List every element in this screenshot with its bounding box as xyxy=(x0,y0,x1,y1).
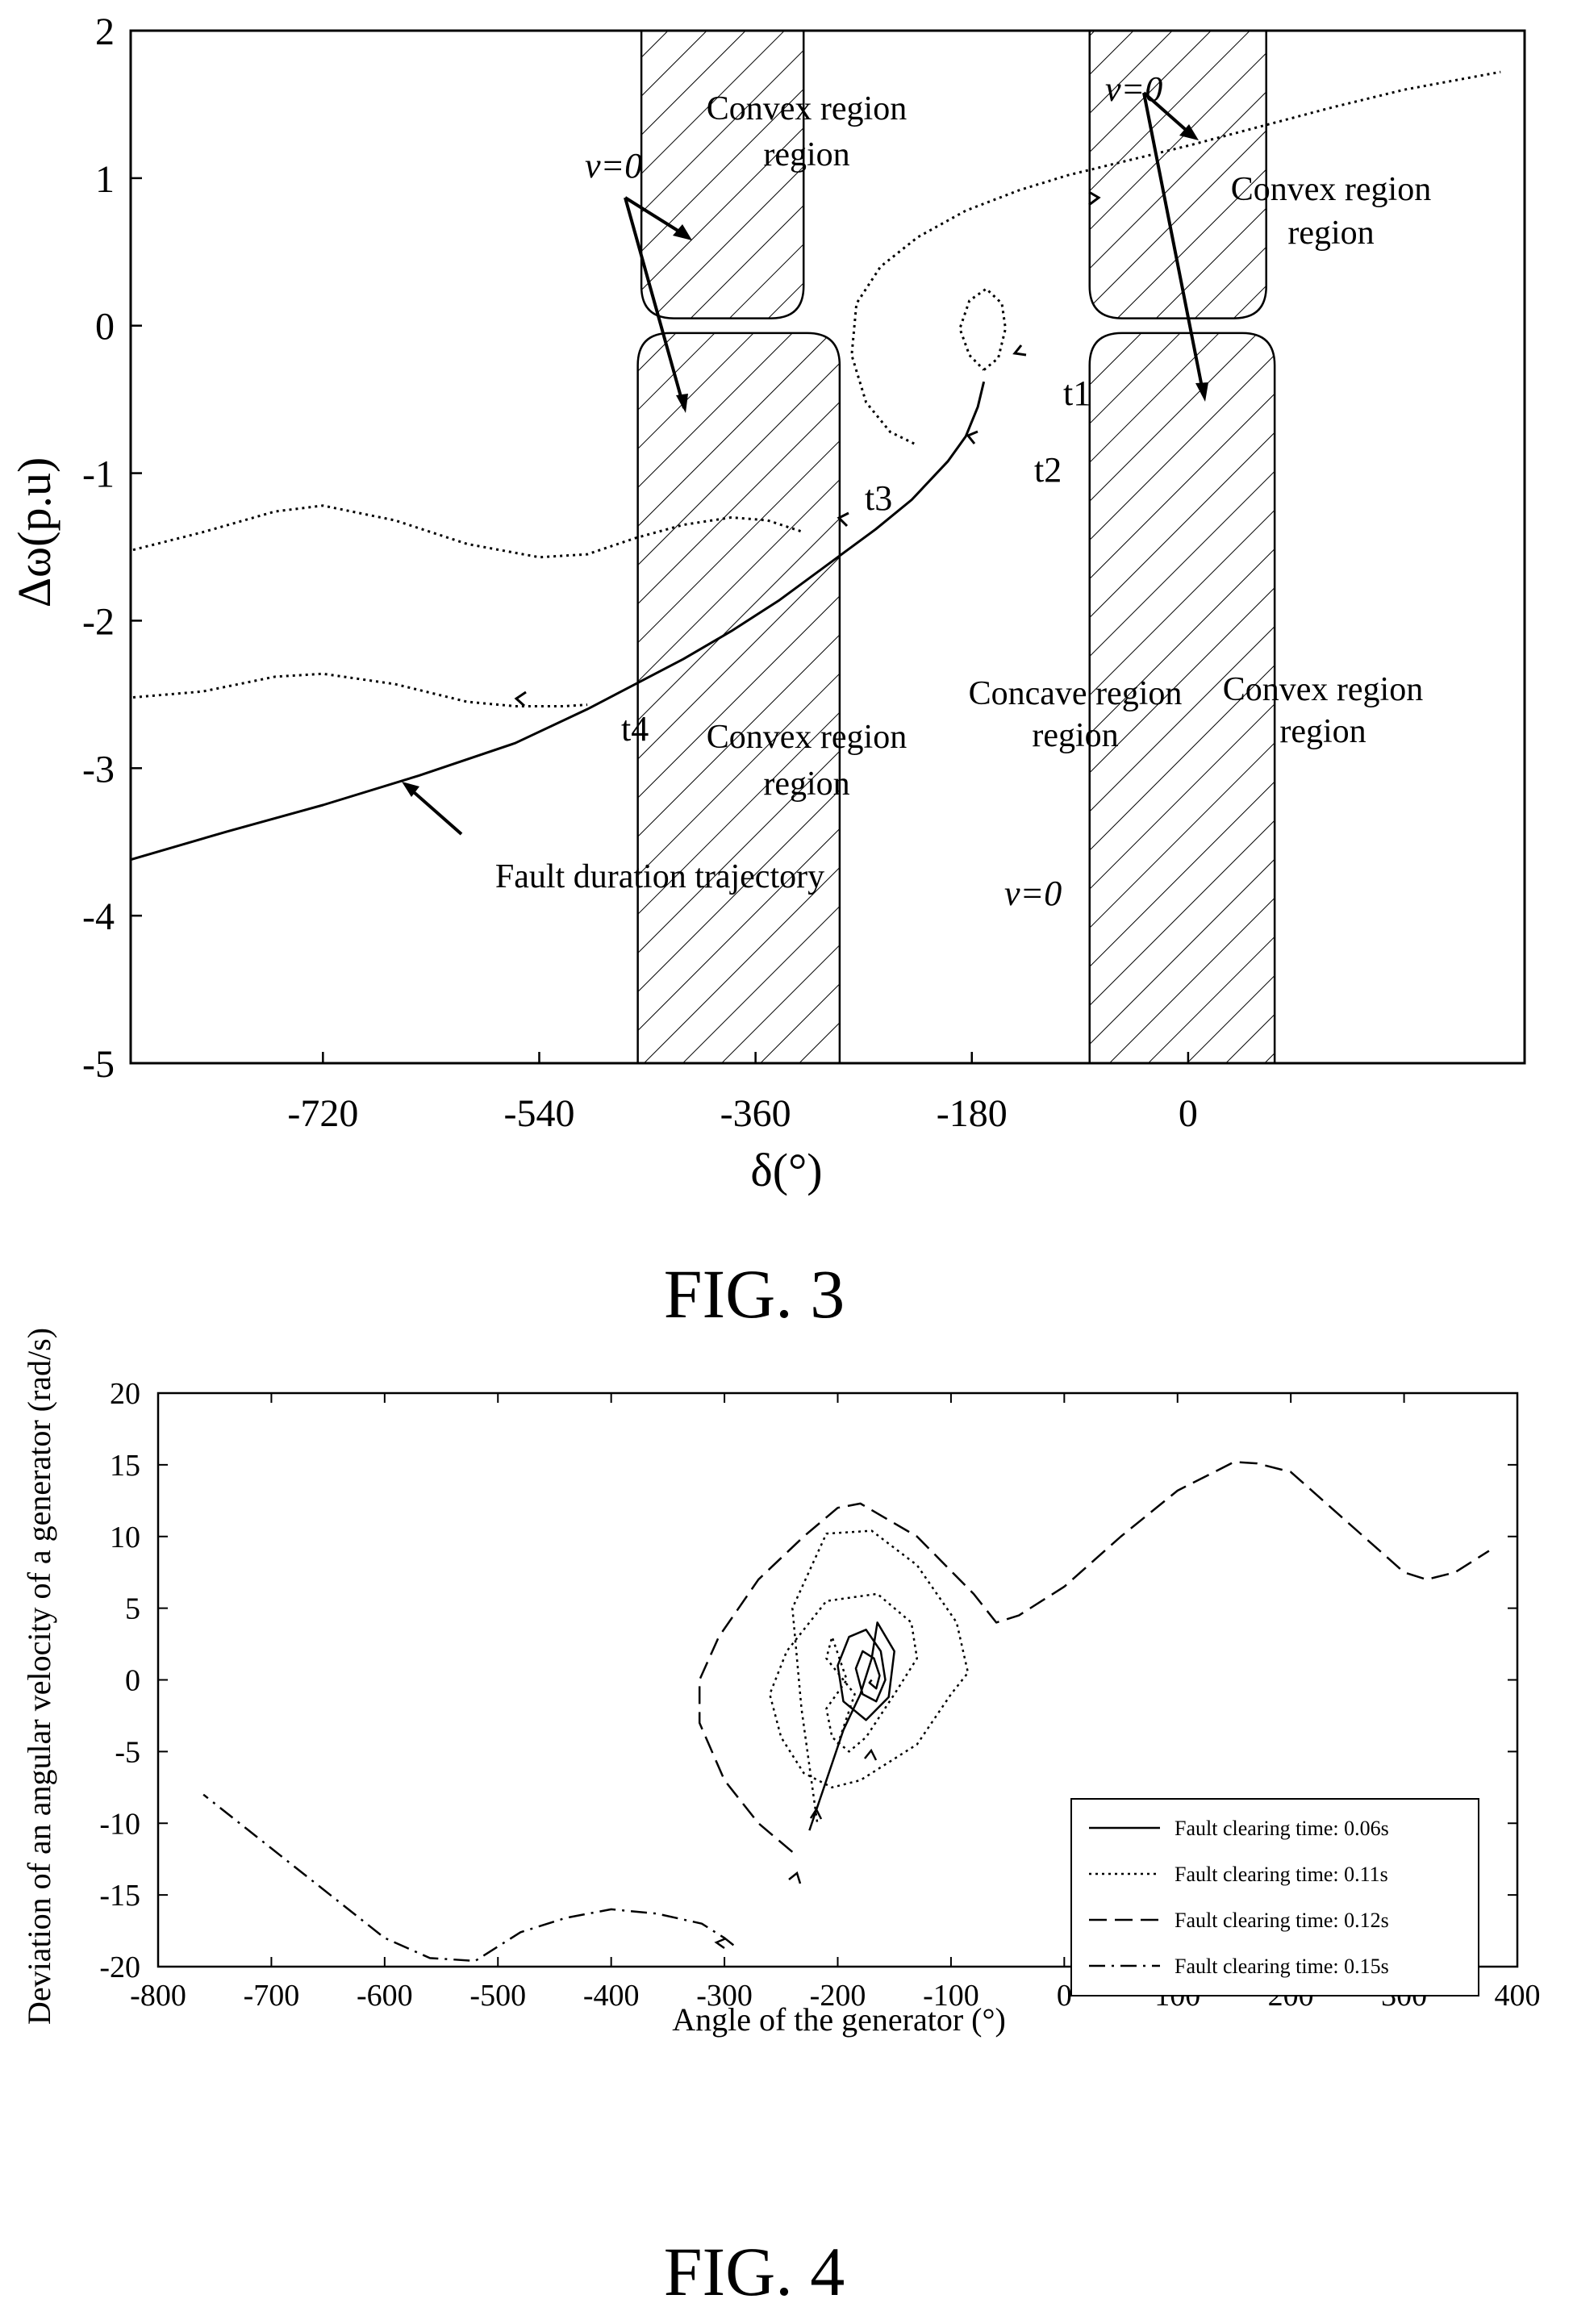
fig4-x-tick-label: -300 xyxy=(696,1979,753,2013)
fig3-trajectories xyxy=(131,70,1501,862)
fig4-legend-entry: Fault clearing time: 0.15s xyxy=(1175,1955,1389,1978)
fig3-hatched-region-2 xyxy=(636,332,841,1063)
fig3-t1-label: t1 xyxy=(1063,373,1091,413)
fig3-convex-label-1a: Convex region xyxy=(707,90,907,127)
fig3-v0-label-bottom: v=0 xyxy=(1004,874,1062,913)
fig4-legend-entry: Fault clearing time: 0.06s xyxy=(1175,1817,1389,1840)
fig4-y-tick-label: 10 xyxy=(110,1521,140,1554)
fig3-direction-arrows xyxy=(514,190,1101,707)
fig4-legend: Fault clearing time: 0.06s Fault clearing… xyxy=(1070,1798,1479,1996)
fig3-concave-label-a: Concave region xyxy=(969,675,1183,712)
fig4-y-tick-label: 5 xyxy=(125,1592,140,1626)
fig4-series-line-2 xyxy=(769,1529,970,1824)
fig3-convex-label-1b: region xyxy=(763,136,849,173)
fig3-x-tick-label: -720 xyxy=(287,1092,358,1135)
fig3-t2-label: t2 xyxy=(1034,450,1062,490)
fig3-series-line-4 xyxy=(132,504,804,559)
fig3-y-tick-label: 1 xyxy=(95,158,115,201)
fig4-x-tick-label: -100 xyxy=(923,1979,979,2013)
fig3-caption: FIG. 3 xyxy=(664,1255,845,1333)
fig3-x-tick-label: -360 xyxy=(720,1092,791,1135)
fig4-chart: -800-700-600-500-400-300-200-10001002003… xyxy=(21,1328,1541,2310)
fig4-x-tick-label: 400 xyxy=(1495,1979,1541,2013)
fig3-y-tick-label: -4 xyxy=(82,895,115,938)
fig4-x-tick-label: 0 xyxy=(1057,1979,1072,2013)
fig3-x-tick-label: -540 xyxy=(503,1092,574,1135)
fig3-arrowheads xyxy=(402,124,1208,797)
fig3-y-tick-label: -2 xyxy=(82,600,115,643)
fig3-chart: -720 -540 -360 -180 0 2 1 0 -1 -2 -3 -4 -5 Convex re… xyxy=(8,10,1526,1333)
fig3-y-tick-label: 0 xyxy=(95,306,115,348)
fig4-x-tick-label: -500 xyxy=(469,1979,526,2013)
fig3-y-axis-label: Δω(p.u) xyxy=(8,457,60,608)
fig4-x-axis-label: Angle of the generator (°) xyxy=(672,2001,1006,2038)
fig4-x-tick-label: -200 xyxy=(810,1979,866,2013)
fig4-x-tick-label: -800 xyxy=(130,1979,186,2013)
fig4-legend-entry: Fault clearing time: 0.11s xyxy=(1175,1863,1388,1886)
fig4-y-tick-label: -5 xyxy=(115,1735,140,1769)
fig3-plot-frame xyxy=(129,29,1526,1065)
fig4-legend-entry: Fault clearing time: 0.12s xyxy=(1175,1909,1389,1932)
fig3-y-tick-label: -1 xyxy=(82,453,115,496)
fig3-annotation-arrows xyxy=(406,91,1205,836)
fig4-caption: FIG. 4 xyxy=(664,2233,845,2310)
fig3-convex-label-3b: region xyxy=(763,766,849,803)
fig4-y-tick-label: 0 xyxy=(125,1664,140,1698)
fig3-concave-label-b: region xyxy=(1032,717,1118,754)
fig4-x-tick-label: -400 xyxy=(583,1979,640,2013)
fig4-trajectories xyxy=(202,1461,1490,1963)
fig3-hatched-regions xyxy=(636,31,1276,1063)
fig3-y-tick-label: -3 xyxy=(82,748,115,791)
fig3-y-tick-label: -5 xyxy=(82,1043,115,1086)
fig4-series-line-1 xyxy=(808,1621,895,1831)
fig3-convex-label-2a: Convex region xyxy=(1231,171,1431,208)
fig4-y-tick-label: 15 xyxy=(110,1449,140,1483)
fig3-y-tick-label: 2 xyxy=(95,10,115,53)
fig4-y-axis-label: Deviation of an angular velocity of a ge… xyxy=(21,1328,57,2025)
fig4-y-tick-label: -20 xyxy=(99,1951,140,1984)
fig4-y-tick-label: -10 xyxy=(99,1807,140,1841)
fig4-series-line-4 xyxy=(202,1793,735,1963)
fig3-x-axis-label: δ(°) xyxy=(750,1144,822,1196)
fig3-t4-label: t4 xyxy=(621,709,649,749)
fig3-v0-label-left: v=0 xyxy=(585,146,642,186)
fig4-direction-arrows xyxy=(714,1748,878,1950)
fig4-series-line-3 xyxy=(698,1461,1490,1853)
fig4-x-tick-label: -600 xyxy=(357,1979,413,2013)
fig3-series-line-1 xyxy=(131,381,986,862)
fig3-axes: -720 -540 -360 -180 0 2 1 0 -1 -2 -3 -4 -5 xyxy=(82,10,1198,1135)
fig3-fault-trajectory-label: Fault duration trajectory xyxy=(495,858,824,895)
fig4-y-tick-label: -15 xyxy=(99,1879,140,1913)
fig3-series-line-2 xyxy=(958,287,1007,371)
fig4-x-tick-label: -700 xyxy=(244,1979,300,2013)
fig3-t3-label: t3 xyxy=(865,478,892,518)
fig3-convex-label-4b: region xyxy=(1279,713,1366,750)
fig3-convex-label-3a: Convex region xyxy=(707,719,907,756)
fig3-convex-label-2b: region xyxy=(1287,215,1374,252)
fig3-convex-label-4a: Convex region xyxy=(1223,671,1423,708)
fig3-hatched-region-4 xyxy=(1088,332,1276,1063)
fig4-legend-box xyxy=(1070,1798,1479,1996)
fig3-x-tick-label: -180 xyxy=(937,1092,1008,1135)
fig3-hatched-region-1 xyxy=(640,31,805,319)
fig3-x-tick-label: 0 xyxy=(1179,1092,1198,1135)
fig4-y-tick-label: 20 xyxy=(110,1377,140,1411)
fig3-hatched-region-3 xyxy=(1088,31,1267,319)
